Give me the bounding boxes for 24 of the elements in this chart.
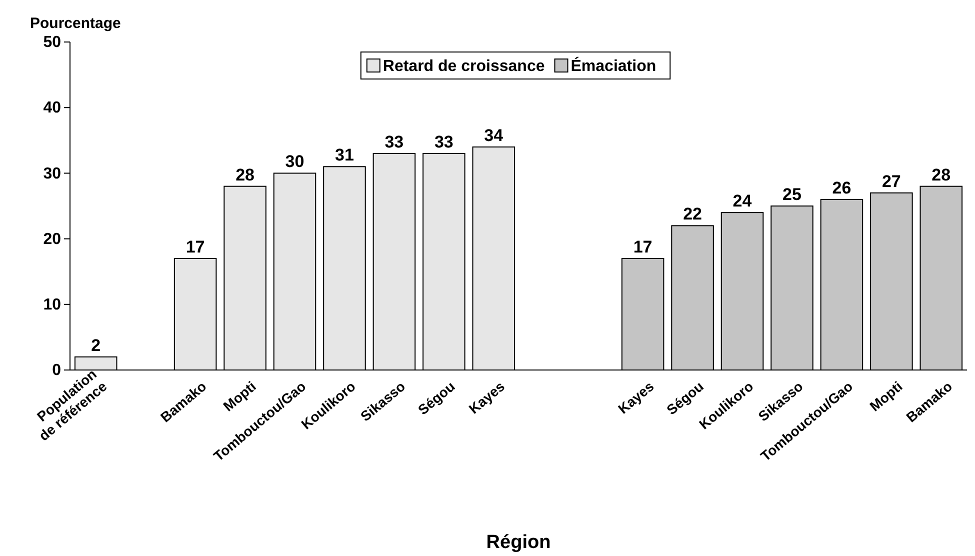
y-tick-label: 30 (43, 165, 62, 182)
data-label: 25 (782, 185, 802, 204)
data-label: 31 (335, 146, 354, 165)
y-tick-label: 50 (43, 34, 62, 52)
data-label: 28 (932, 165, 951, 184)
y-tick-label: 10 (43, 296, 62, 314)
data-label: 33 (434, 132, 454, 152)
x-axis-title: Région (486, 532, 551, 553)
data-label: 24 (732, 192, 752, 211)
data-label: 34 (484, 126, 504, 145)
y-tick-label: 40 (43, 100, 62, 117)
legend-label: Émaciation (570, 56, 656, 75)
data-label: 27 (882, 172, 901, 191)
data-label: 17 (633, 237, 652, 256)
y-axis-title: Pourcentage (30, 15, 121, 32)
data-label: 33 (384, 132, 404, 152)
data-label: 30 (285, 152, 304, 172)
data-label: 26 (832, 178, 852, 198)
y-tick-label: 20 (43, 230, 62, 248)
data-label: 22 (683, 204, 702, 224)
data-label: 17 (186, 237, 205, 256)
data-label: 28 (236, 165, 254, 184)
legend-label: Retard de croissance (382, 58, 545, 75)
data-label: 2 (91, 336, 101, 355)
